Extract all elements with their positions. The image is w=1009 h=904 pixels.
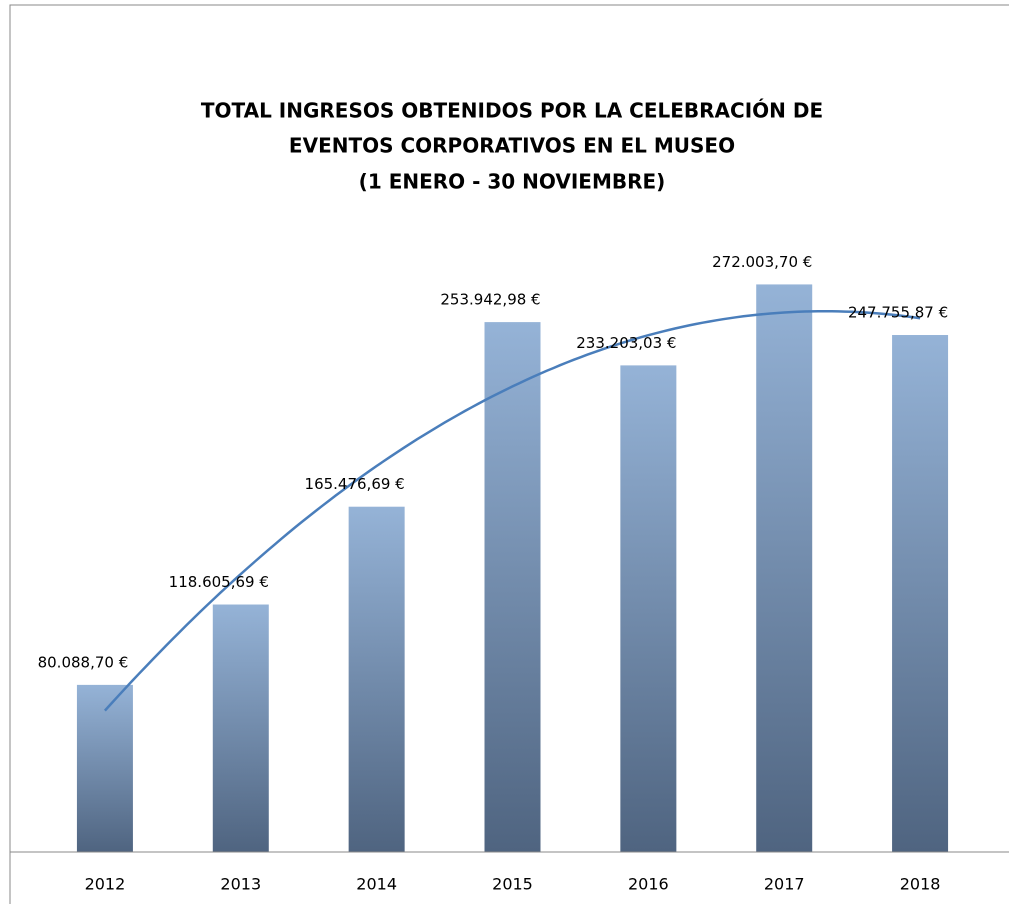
bar bbox=[348, 506, 405, 852]
x-tick-label: 2016 bbox=[628, 875, 669, 894]
x-tick-label: 2014 bbox=[356, 875, 397, 894]
value-label: 247.755,87 € bbox=[848, 304, 948, 322]
bar bbox=[756, 284, 813, 852]
x-tick-label: 2013 bbox=[220, 875, 261, 894]
value-label: 165.476,69 € bbox=[305, 475, 405, 493]
bar bbox=[484, 322, 541, 852]
value-label: 253.942,98 € bbox=[440, 291, 540, 309]
x-tick-label: 2012 bbox=[85, 875, 126, 894]
x-tick-label: 2017 bbox=[764, 875, 805, 894]
x-tick-label: 2018 bbox=[900, 875, 941, 894]
chart-title: (1 ENERO - 30 NOVIEMBRE) bbox=[359, 170, 666, 194]
value-label: 272.003,70 € bbox=[712, 253, 812, 271]
bar bbox=[76, 684, 133, 852]
value-label: 118.605,69 € bbox=[169, 573, 269, 591]
x-tick-label: 2015 bbox=[492, 875, 533, 894]
chart-title: EVENTOS CORPORATIVOS EN EL MUSEO bbox=[289, 134, 735, 158]
bar bbox=[620, 365, 677, 852]
chart-title: TOTAL INGRESOS OBTENIDOS POR LA CELEBRAC… bbox=[201, 99, 823, 123]
value-label: 233.203,03 € bbox=[576, 334, 676, 352]
value-label: 80.088,70 € bbox=[38, 653, 129, 671]
bar bbox=[892, 335, 949, 852]
bar bbox=[212, 604, 269, 852]
trendline bbox=[103, 309, 921, 712]
